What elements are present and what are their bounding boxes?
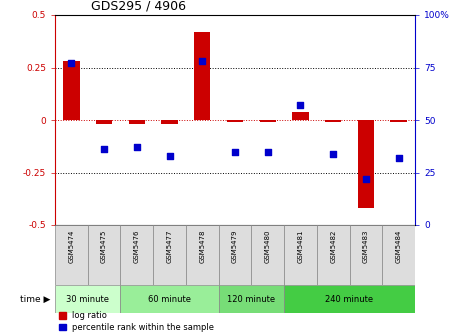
- Bar: [227, 120, 243, 122]
- Point: [133, 144, 141, 150]
- Point: [395, 155, 402, 161]
- Text: GSM5480: GSM5480: [265, 229, 271, 263]
- Point: [330, 151, 337, 156]
- Bar: [63, 61, 79, 120]
- Text: 60 minute: 60 minute: [148, 294, 191, 303]
- Bar: [251, 225, 284, 285]
- Bar: [120, 225, 153, 285]
- Bar: [194, 32, 211, 120]
- Bar: [55, 225, 88, 285]
- Bar: [88, 225, 120, 285]
- Bar: [358, 120, 374, 208]
- Text: GSM5482: GSM5482: [330, 229, 336, 262]
- Bar: [349, 225, 382, 285]
- Bar: [186, 225, 219, 285]
- Text: GSM5476: GSM5476: [134, 229, 140, 263]
- Point: [166, 153, 173, 158]
- Bar: [153, 225, 186, 285]
- Point: [101, 147, 108, 152]
- Bar: [382, 225, 415, 285]
- Legend: log ratio, percentile rank within the sample: log ratio, percentile rank within the sa…: [59, 311, 215, 332]
- Text: 30 minute: 30 minute: [66, 294, 109, 303]
- Text: GSM5481: GSM5481: [297, 229, 304, 263]
- Text: GDS295 / 4906: GDS295 / 4906: [91, 0, 186, 12]
- Bar: [219, 225, 251, 285]
- Bar: [96, 120, 112, 124]
- Text: GSM5478: GSM5478: [199, 229, 205, 263]
- Point: [264, 149, 271, 154]
- Bar: [55, 285, 120, 313]
- Text: 120 minute: 120 minute: [227, 294, 275, 303]
- Text: GSM5479: GSM5479: [232, 229, 238, 263]
- Point: [297, 102, 304, 108]
- Bar: [260, 120, 276, 122]
- Bar: [317, 225, 349, 285]
- Point: [198, 58, 206, 64]
- Bar: [219, 285, 284, 313]
- Text: GSM5477: GSM5477: [167, 229, 172, 263]
- Bar: [284, 225, 317, 285]
- Text: GSM5475: GSM5475: [101, 229, 107, 262]
- Point: [231, 149, 238, 154]
- Text: time ▶: time ▶: [20, 294, 50, 303]
- Bar: [325, 120, 341, 122]
- Point: [68, 60, 75, 66]
- Bar: [161, 120, 178, 124]
- Bar: [292, 112, 308, 120]
- Bar: [284, 285, 415, 313]
- Bar: [128, 120, 145, 124]
- Text: GSM5484: GSM5484: [396, 229, 402, 262]
- Point: [362, 176, 370, 181]
- Bar: [120, 285, 219, 313]
- Text: GSM5474: GSM5474: [68, 229, 75, 262]
- Bar: [391, 120, 407, 122]
- Text: 240 minute: 240 minute: [326, 294, 374, 303]
- Text: GSM5483: GSM5483: [363, 229, 369, 263]
